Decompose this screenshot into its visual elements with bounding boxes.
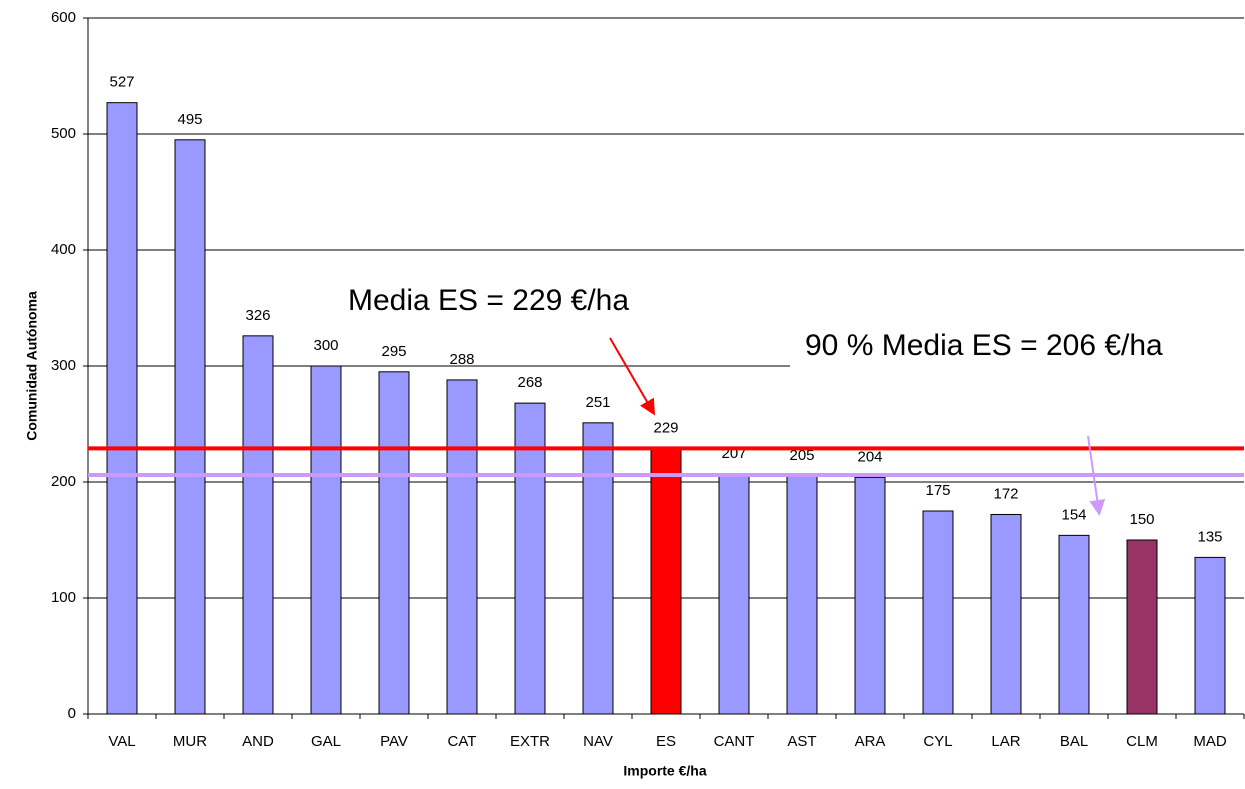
data-label: 495 — [177, 111, 202, 128]
annotation-box — [790, 313, 1245, 381]
data-label: 527 — [109, 74, 134, 91]
x-axis-label: Importe €/ha — [623, 763, 706, 779]
bar — [718, 473, 750, 715]
data-label: 172 — [993, 485, 1018, 502]
x-tick-label: CLM — [1126, 733, 1158, 750]
data-label: 150 — [1129, 511, 1154, 528]
x-tick-label: AND — [242, 733, 274, 750]
data-label: 300 — [313, 337, 338, 354]
y-axis-label: Comunidad Autónoma — [24, 291, 40, 441]
bar — [582, 422, 614, 715]
arrow — [1087, 435, 1106, 516]
data-label: 326 — [245, 307, 270, 324]
x-tick-label: GAL — [311, 733, 341, 750]
annotation: 90 % Media ES = 206 €/ha — [805, 329, 1163, 362]
data-label: 135 — [1197, 528, 1222, 545]
y-tick-label: 300 — [51, 357, 76, 374]
annotation-box — [330, 268, 716, 336]
data-label: 295 — [381, 343, 406, 360]
y-tick-label: 0 — [68, 705, 76, 722]
arrow — [609, 337, 656, 416]
data-label: 268 — [517, 374, 542, 391]
bar — [514, 402, 546, 715]
bar — [106, 102, 138, 715]
bar — [378, 371, 410, 715]
bar — [446, 379, 478, 715]
bar — [1058, 534, 1090, 715]
data-label: 204 — [857, 448, 882, 465]
bar — [1126, 539, 1158, 715]
data-label: 229 — [653, 419, 678, 436]
x-tick-label: NAV — [583, 733, 613, 750]
x-tick-label: CAT — [448, 733, 477, 750]
data-label: 251 — [585, 394, 610, 411]
bar — [310, 365, 342, 715]
data-label: 175 — [925, 482, 950, 499]
bar — [922, 510, 954, 715]
x-tick-label: LAR — [991, 733, 1020, 750]
y-tick-label: 400 — [51, 241, 76, 258]
bar — [854, 476, 886, 715]
x-tick-label: BAL — [1060, 733, 1088, 750]
bar — [650, 447, 682, 715]
y-tick-label: 100 — [51, 589, 76, 606]
x-tick-label: PAV — [380, 733, 408, 750]
y-tick-label: 600 — [51, 9, 76, 26]
bar — [786, 475, 818, 715]
x-tick-label: MAD — [1193, 733, 1227, 750]
x-tick-label: CANT — [714, 733, 755, 750]
annotation: Media ES = 229 €/ha — [348, 284, 629, 317]
x-tick-label: ARA — [855, 733, 886, 750]
bar — [242, 335, 274, 715]
data-label: 288 — [449, 351, 474, 368]
bar — [174, 139, 206, 715]
y-tick-label: 200 — [51, 473, 76, 490]
data-label: 205 — [789, 447, 814, 464]
x-tick-label: AST — [787, 733, 816, 750]
x-tick-label: ES — [656, 733, 676, 750]
x-tick-label: CYL — [923, 733, 952, 750]
x-tick-label: EXTR — [510, 733, 550, 750]
bar — [990, 513, 1022, 715]
data-label: 154 — [1061, 506, 1086, 523]
bar — [1194, 556, 1226, 715]
x-tick-label: MUR — [173, 733, 207, 750]
x-tick-label: VAL — [108, 733, 135, 750]
y-tick-label: 500 — [51, 125, 76, 142]
